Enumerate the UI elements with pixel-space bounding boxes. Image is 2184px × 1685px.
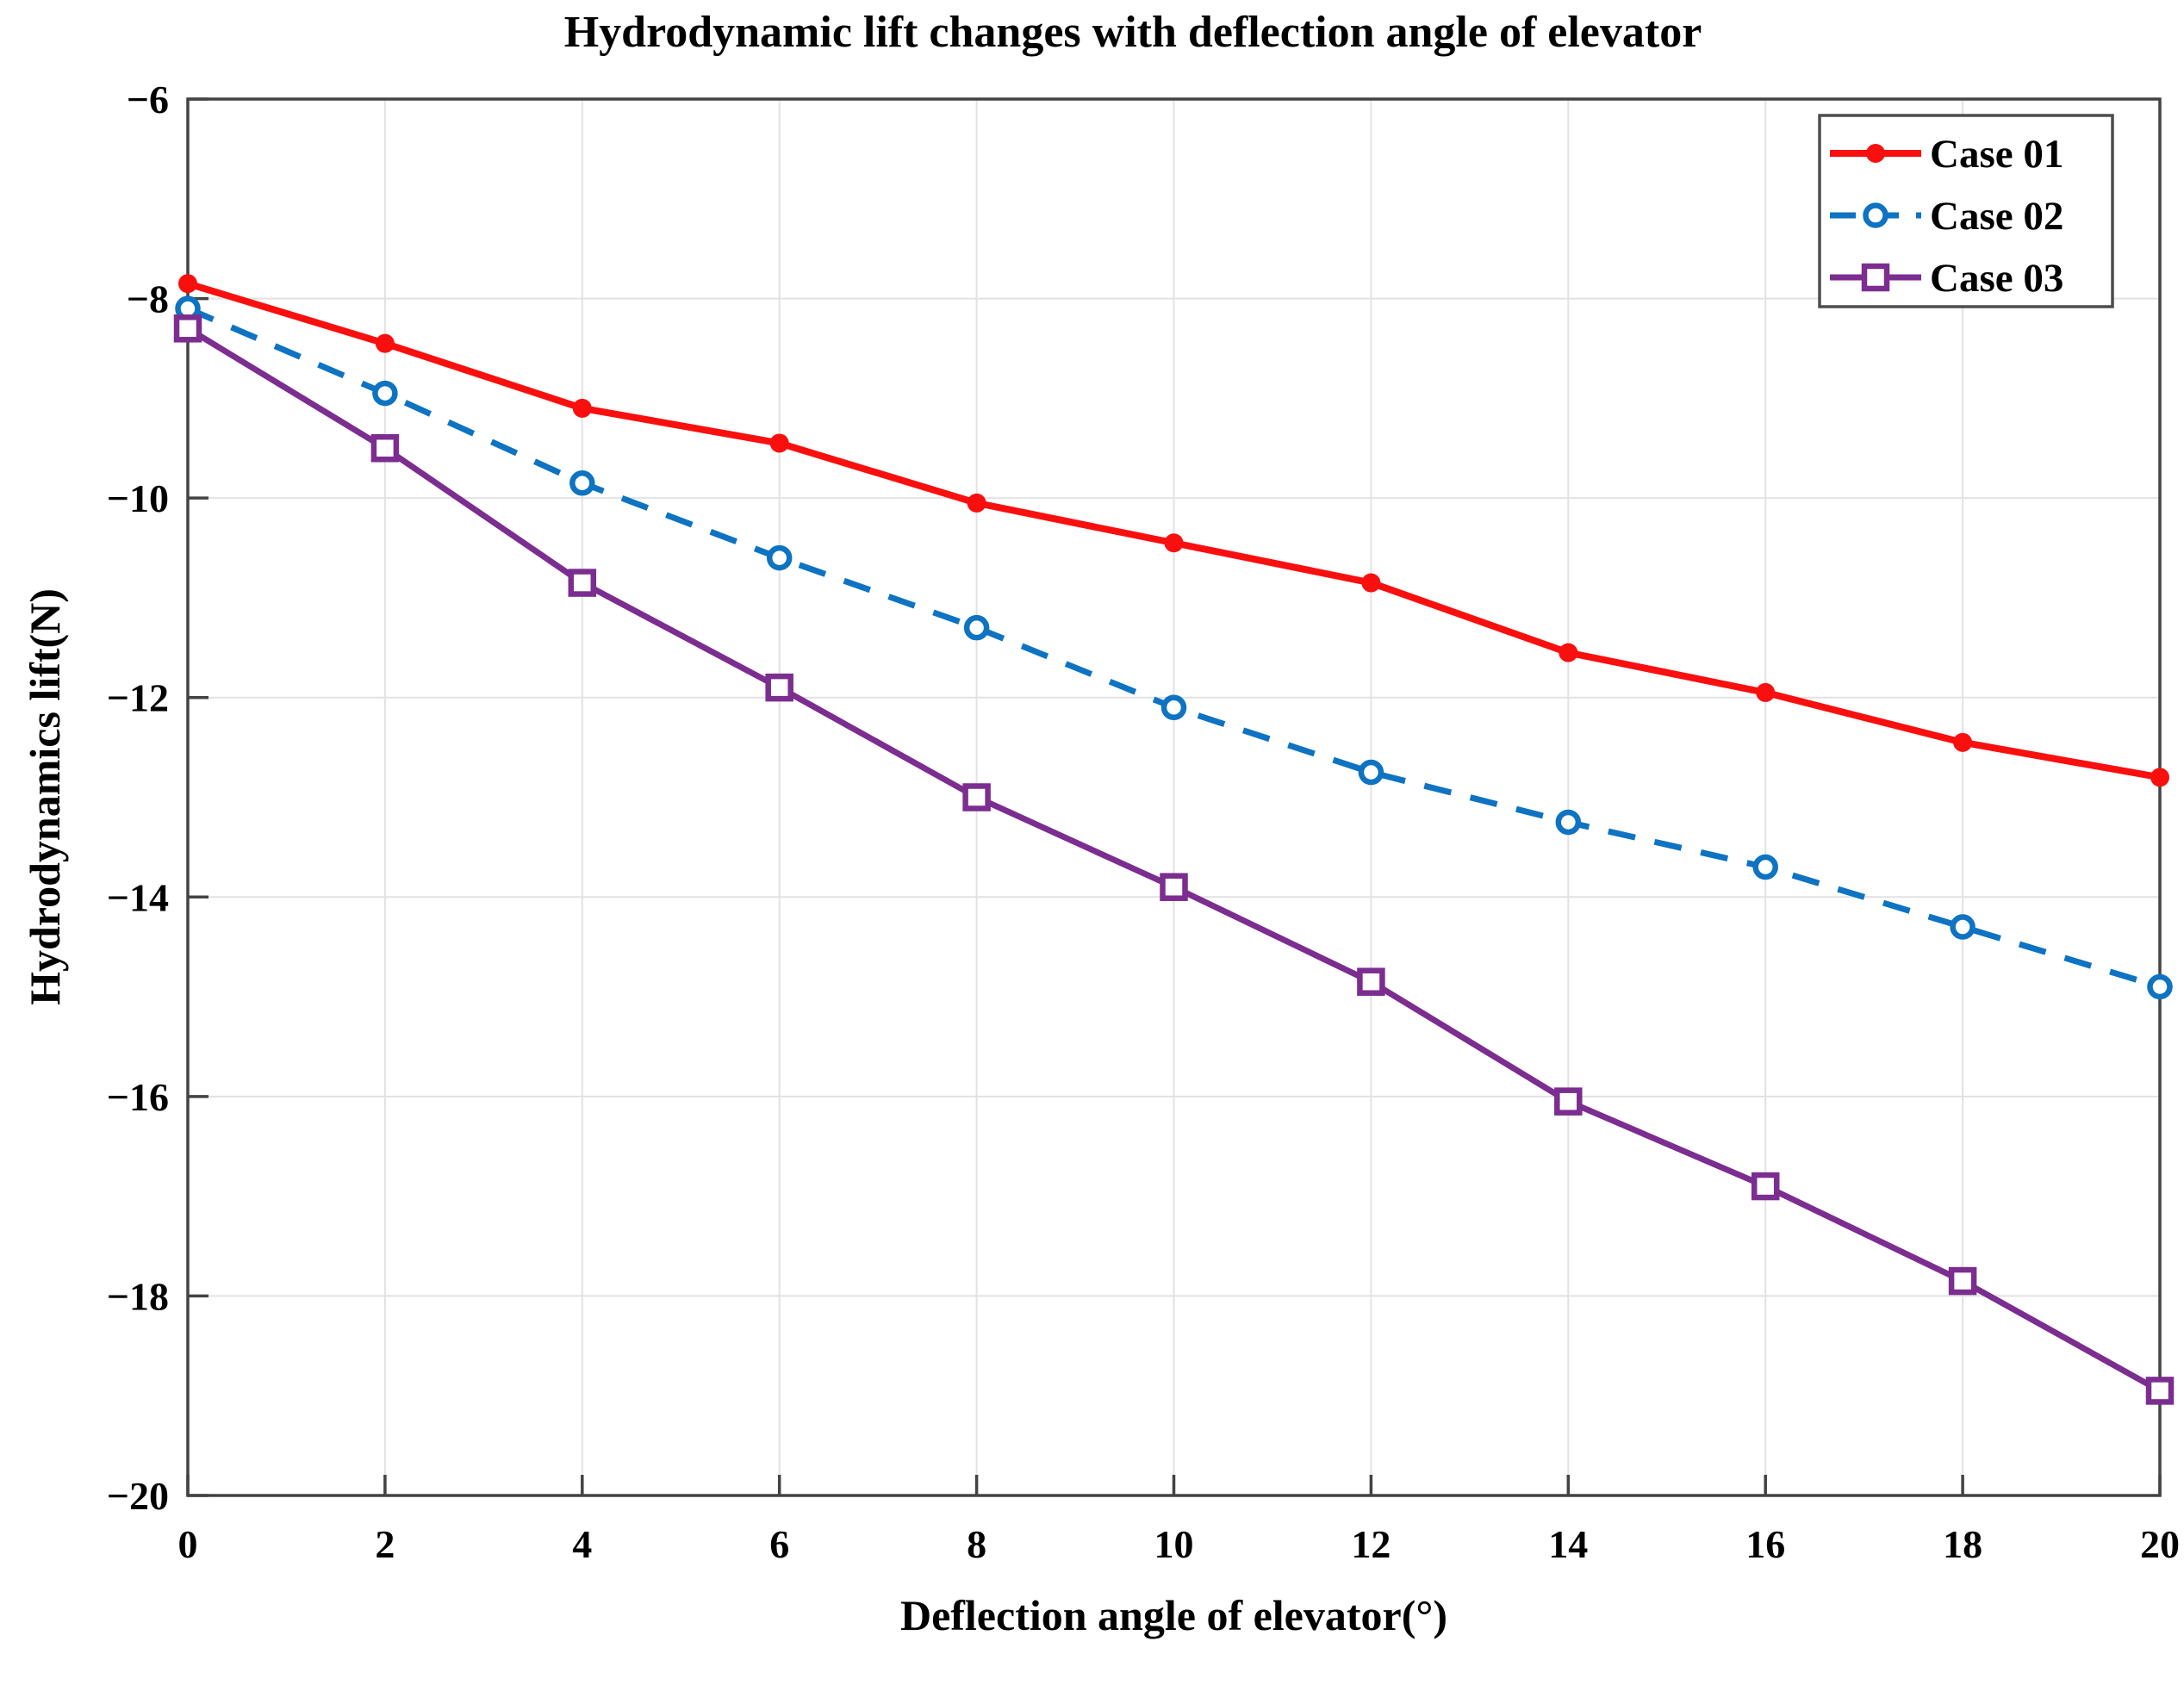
series-marker-3 xyxy=(765,673,793,702)
series-marker-1 xyxy=(375,333,395,353)
series-marker-1 xyxy=(967,493,986,513)
series-marker-3 xyxy=(568,569,597,597)
series-marker-3 xyxy=(1554,1087,1583,1116)
chart-title: Hydrodynamic lift changes with deflectio… xyxy=(563,8,1702,57)
x-tick-label: 4 xyxy=(572,1522,592,1566)
series-marker-2 xyxy=(963,614,990,641)
legend-marker xyxy=(1866,144,1885,163)
y-tick-label: −6 xyxy=(127,78,169,121)
series-marker-1 xyxy=(1953,732,1973,752)
series-marker-1 xyxy=(1756,682,1776,702)
series-marker-1 xyxy=(1164,533,1184,553)
y-tick-label: −18 xyxy=(107,1274,169,1318)
y-tick-label: −20 xyxy=(107,1474,169,1518)
y-tick-label: −12 xyxy=(107,676,169,720)
series-marker-3 xyxy=(173,314,202,343)
series-marker-2 xyxy=(569,470,595,496)
series-marker-3 xyxy=(962,783,991,811)
x-tick-label: 10 xyxy=(1154,1522,1194,1566)
series-marker-2 xyxy=(1555,809,1582,836)
series-marker-2 xyxy=(1358,759,1384,786)
series-marker-3 xyxy=(1948,1266,1977,1296)
x-tick-label: 18 xyxy=(1943,1522,1982,1566)
legend-label: Case 02 xyxy=(1930,194,2063,239)
y-tick-label: −10 xyxy=(107,476,169,520)
series-marker-3 xyxy=(1160,873,1188,901)
series-marker-2 xyxy=(2147,973,2173,1000)
x-tick-label: 2 xyxy=(375,1522,395,1566)
legend-label: Case 03 xyxy=(1930,256,2063,301)
series-marker-1 xyxy=(2150,768,2169,787)
y-axis-label: Hydrodynamics lift(N) xyxy=(21,588,69,1005)
series-marker-3 xyxy=(1357,967,1385,996)
legend-marker xyxy=(1863,202,1888,228)
series-marker-3 xyxy=(2145,1377,2175,1405)
x-tick-label: 6 xyxy=(769,1522,789,1566)
x-tick-label: 0 xyxy=(178,1522,198,1566)
x-tick-label: 8 xyxy=(967,1522,986,1566)
x-tick-label: 16 xyxy=(1745,1522,1785,1566)
series-marker-1 xyxy=(178,274,197,294)
series-marker-1 xyxy=(572,398,592,418)
series-marker-1 xyxy=(769,433,789,453)
x-tick-label: 14 xyxy=(1548,1522,1588,1566)
y-tick-label: −8 xyxy=(127,277,169,321)
x-tick-label: 20 xyxy=(2140,1522,2180,1566)
x-axis-label: Deflection angle of elevator(°) xyxy=(899,1591,1448,1639)
series-marker-2 xyxy=(1950,914,1976,940)
y-tick-label: −14 xyxy=(107,875,169,919)
x-tick-label: 12 xyxy=(1351,1522,1391,1566)
series-marker-1 xyxy=(1559,643,1578,662)
series-marker-3 xyxy=(1751,1172,1780,1201)
series-marker-2 xyxy=(372,380,398,407)
legend-marker xyxy=(1861,263,1890,292)
series-marker-2 xyxy=(766,544,793,571)
legend-label: Case 01 xyxy=(1930,132,2063,177)
series-marker-2 xyxy=(1752,854,1778,880)
series-marker-1 xyxy=(1361,573,1381,593)
series-marker-2 xyxy=(1160,694,1187,721)
series-marker-3 xyxy=(370,434,400,463)
y-tick-label: −16 xyxy=(107,1075,169,1119)
